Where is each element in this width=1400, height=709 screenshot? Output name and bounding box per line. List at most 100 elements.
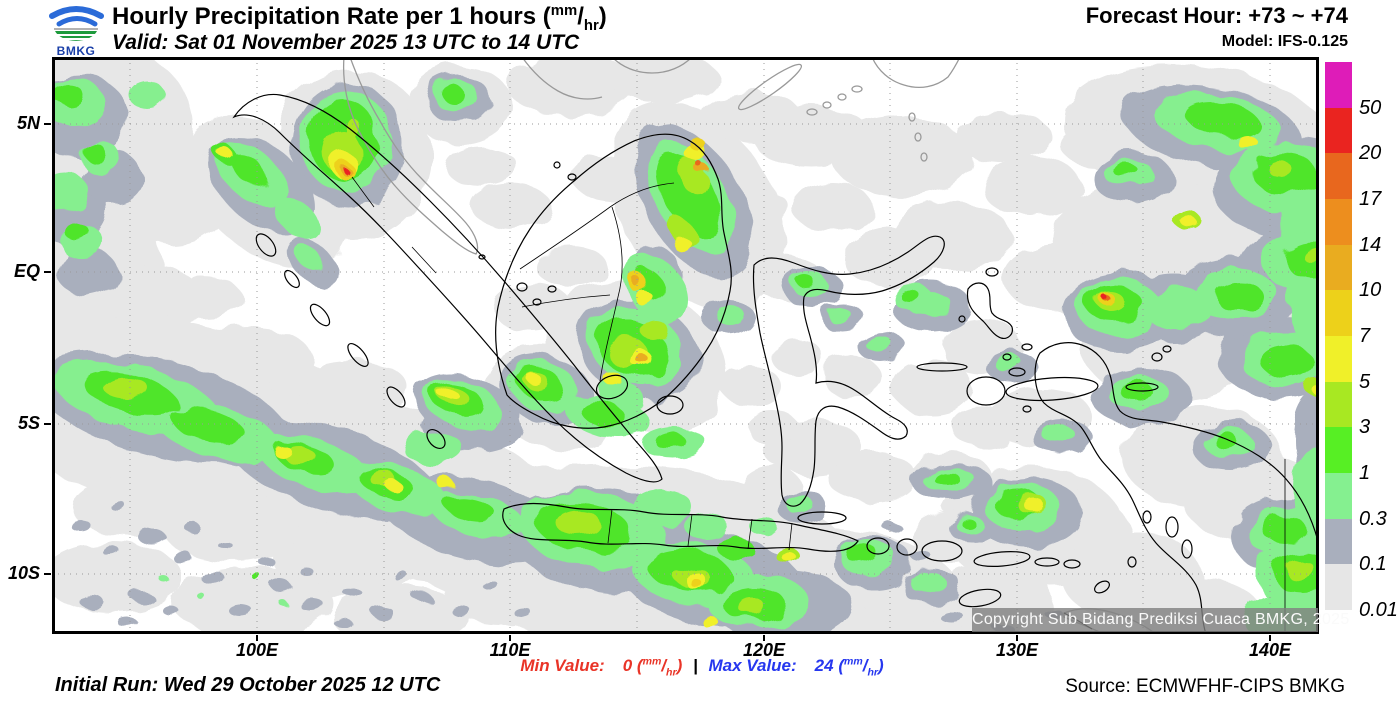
precip-cell xyxy=(690,139,706,151)
precip-cell xyxy=(883,522,901,532)
precip-cell xyxy=(1237,135,1257,149)
precip-cell xyxy=(441,84,463,102)
precip-cell xyxy=(846,544,878,564)
precip-cell xyxy=(296,361,408,413)
coastline-java xyxy=(502,502,859,552)
precip-cell xyxy=(272,517,432,597)
precip-cell xyxy=(771,339,823,375)
precip-cell xyxy=(413,592,431,602)
precip-cell xyxy=(278,599,286,605)
colorbar-segment xyxy=(1325,62,1352,108)
colorbar-tick-label: 17 xyxy=(1359,188,1382,210)
precip-cell xyxy=(718,538,754,560)
precip-cell xyxy=(702,92,802,142)
precip-cell xyxy=(300,598,324,612)
valid-time: Valid: Sat 01 November 2025 13 UTC to 14… xyxy=(112,31,580,54)
precip-cell xyxy=(275,198,321,240)
max-value-text: Max Value: 24 (mm/hr) xyxy=(708,655,884,679)
coastline-sulawesi xyxy=(752,235,945,507)
precip-cell xyxy=(492,283,572,331)
precip-cell xyxy=(343,587,361,597)
lat-label: EQ xyxy=(13,261,40,281)
lon-label: 130E xyxy=(995,640,1039,660)
precip-cell xyxy=(952,112,1052,162)
precip-cell xyxy=(112,147,232,247)
min-value-text: Min Value: 0 (mm/hr) xyxy=(520,655,683,679)
precip-cell xyxy=(117,617,137,627)
precip-cell xyxy=(104,377,148,399)
coastline-halmahera xyxy=(966,282,1013,339)
coastline-mindanao xyxy=(871,57,961,88)
precip-cell xyxy=(1268,161,1292,177)
precip-cell xyxy=(982,157,1082,217)
precip-cell xyxy=(685,514,729,540)
precip-cell xyxy=(1284,241,1318,277)
precip-cell xyxy=(959,516,973,526)
precip-cell xyxy=(1261,346,1313,378)
precip-cell xyxy=(172,551,192,563)
precip-cell xyxy=(72,521,92,533)
colorbar-tick-label: 0.3 xyxy=(1359,507,1387,530)
minmax-separator: | xyxy=(692,656,698,675)
colorbar-segment xyxy=(1325,199,1352,245)
precip-cell xyxy=(866,335,892,353)
lat-label: 5N xyxy=(16,113,40,133)
precip-cell xyxy=(402,431,462,463)
precip-cell xyxy=(332,587,472,633)
coastline-borneo xyxy=(494,133,732,429)
lat-label: 5S xyxy=(17,413,40,433)
precip-cell xyxy=(53,84,83,106)
precip-cell xyxy=(746,411,798,443)
graticule-grid xyxy=(53,58,1318,633)
precip-cell xyxy=(138,529,166,545)
colorbar-tick-label: 5 xyxy=(1359,370,1371,393)
precip-cell xyxy=(446,147,518,187)
precip-cell xyxy=(1311,384,1318,394)
precip-cell xyxy=(912,551,932,563)
precip-cell xyxy=(164,607,180,617)
lon-label: 140E xyxy=(1248,640,1292,660)
precip-cell xyxy=(1304,250,1318,264)
precip-cell xyxy=(259,557,275,567)
precip-cell xyxy=(513,607,531,617)
colorbar-segment xyxy=(1325,107,1352,154)
precip-cell xyxy=(782,552,796,562)
colorbar-segment xyxy=(1325,381,1352,428)
colorbar-tick-label: 1 xyxy=(1359,462,1371,484)
lon-tick xyxy=(1269,635,1271,641)
bmkg-logo-icon xyxy=(49,6,104,44)
precip-cell xyxy=(828,451,916,503)
colorbar-tick-label: 50 xyxy=(1359,96,1382,119)
map-canvas xyxy=(52,57,1319,634)
colorbar-segment xyxy=(1325,153,1352,200)
precip-cell xyxy=(932,470,958,484)
precip-cell xyxy=(722,367,782,407)
precip-cell xyxy=(294,244,322,270)
precip-cell xyxy=(65,223,89,241)
precip-cell xyxy=(157,574,167,580)
precip-cell xyxy=(598,379,646,411)
colorbar-tick-label: 7 xyxy=(1359,325,1371,347)
precip-cell xyxy=(472,185,552,229)
precip-cell xyxy=(632,489,692,525)
precip-cell xyxy=(300,568,314,576)
precip-cell xyxy=(632,278,642,286)
precip-cell xyxy=(1216,282,1264,312)
precip-cell xyxy=(507,58,637,117)
colorbar xyxy=(1325,62,1352,611)
lat-tick xyxy=(44,271,51,273)
unit-fraction: mm/hr xyxy=(550,3,599,34)
precip-cell xyxy=(1285,560,1315,580)
colorbar-tick-label: 3 xyxy=(1359,416,1371,439)
precip-cell xyxy=(822,357,882,397)
lat-tick xyxy=(44,123,51,125)
precip-cell xyxy=(842,227,942,287)
coastline-indochina-1 xyxy=(521,57,603,100)
precip-cell xyxy=(716,305,744,325)
lat-label: 10S xyxy=(7,563,40,583)
precip-cell xyxy=(892,359,972,415)
coastline-indonesia xyxy=(232,93,1319,634)
model-name: Model: IFS-0.125 xyxy=(1221,33,1348,50)
precip-cell xyxy=(220,543,234,551)
